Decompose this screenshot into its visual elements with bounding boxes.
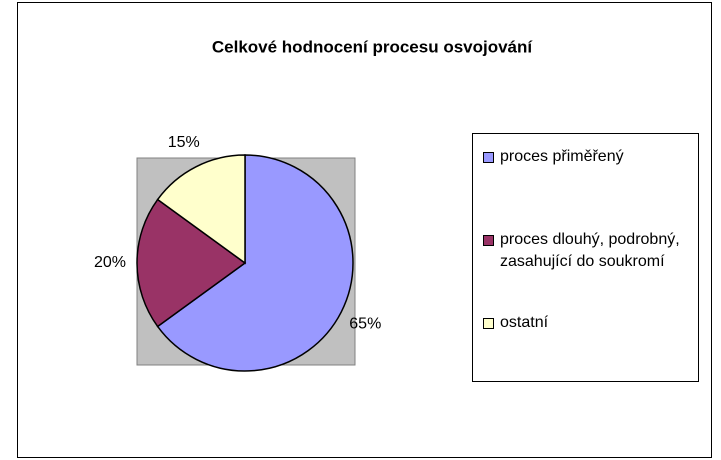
legend-entry: ostatní: [483, 312, 693, 334]
pie-slice: [136, 198, 247, 328]
pie-slice: [156, 154, 354, 372]
legend: proces přiměřený proces dlouhý, podrobný,…: [472, 133, 699, 382]
pie-slice: [156, 154, 246, 265]
legend-entry: proces dlouhý, podrobný, zasahující do s…: [483, 229, 693, 273]
legend-entry: proces přiměřený: [483, 146, 693, 168]
legend-label: proces přiměřený: [500, 148, 624, 165]
legend-label: proces dlouhý, podrobný, zasahující do s…: [500, 231, 680, 270]
legend-swatch: [483, 152, 494, 163]
legend-swatch: [483, 318, 494, 329]
data-label: 15%: [168, 134, 200, 151]
data-label: 20%: [94, 254, 126, 271]
legend-swatch: [483, 235, 494, 246]
data-label: 65%: [349, 316, 381, 333]
chart-title: Celkové hodnocení procesu osvojování: [212, 37, 534, 56]
legend-label: ostatní: [500, 314, 549, 331]
